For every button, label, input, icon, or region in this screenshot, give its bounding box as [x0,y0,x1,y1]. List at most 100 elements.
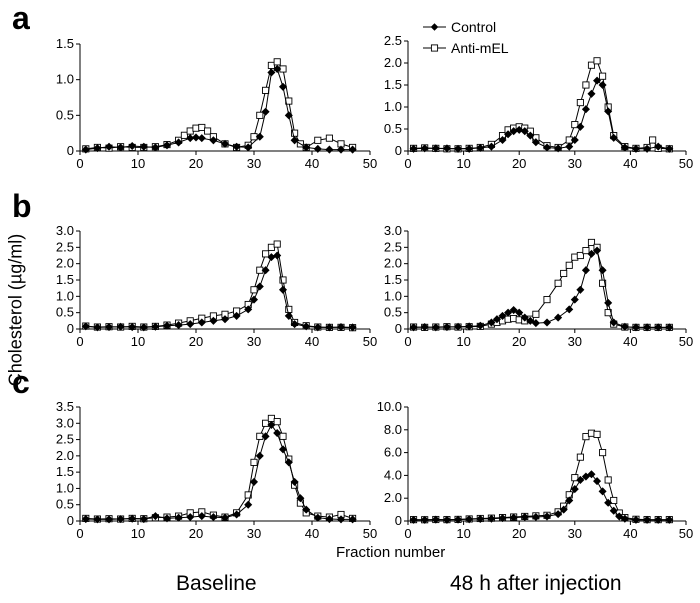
data-point-anti-mel-c-48h [576,453,584,461]
data-point-control-c-48h [620,514,629,523]
data-point-control-b-48h [587,249,596,258]
data-point-control-a-48h [581,105,590,114]
data-point-control-b-baseline [174,321,183,330]
data-point-control-b-48h [476,321,485,330]
data-point-anti-mel-a-48h [582,81,590,89]
series-line-anti-mel-b-48h [413,241,670,328]
y-tick-label-b-48h: 0.5 [384,305,402,320]
data-point-control-b-48h [581,266,590,275]
y-tick-label-b-48h: 2.0 [384,256,402,271]
y-tick-label-b-48h: 2.5 [384,239,402,254]
data-point-control-c-baseline [273,429,282,438]
data-point-control-b-baseline [151,322,160,331]
data-point-control-a-48h [531,138,540,147]
data-point-control-c-baseline [278,445,288,454]
data-point-control-b-48h [598,266,607,275]
legend-label-anti-mel: Anti-mEL [451,40,509,56]
data-point-control-b-baseline [244,305,253,314]
y-tick-label-c-baseline: 3.5 [56,399,74,414]
data-point-anti-mel-a-48h [599,72,607,80]
data-point-control-c-48h [559,505,568,514]
data-point-control-c-baseline [336,515,346,524]
data-point-control-b-48h [665,323,674,332]
x-tick-label-c-48h: 10 [456,526,470,541]
data-point-control-b-48h [431,323,440,332]
data-point-control-b-baseline [249,295,259,304]
y-tick-label-b-baseline: 2.5 [56,239,74,254]
x-tick-label-a-48h: 30 [568,156,582,171]
data-point-control-b-baseline [232,311,241,320]
data-point-anti-mel-b-48h [582,247,590,255]
data-point-control-c-baseline [261,432,270,441]
data-point-control-b-48h [609,318,618,327]
data-point-control-b-48h [542,318,552,327]
data-point-anti-mel-c-48h [571,474,579,482]
x-tick-label-a-48h: 10 [456,156,470,171]
data-point-control-c-48h [598,487,607,496]
x-tick-label-b-baseline: 30 [247,334,261,349]
data-point-anti-mel-a-baseline [204,127,212,135]
y-tick-label-a-48h: 1.5 [384,77,402,92]
data-point-anti-mel-c-48h [610,496,618,505]
y-tick-label-b-baseline: 3.0 [56,223,74,238]
data-point-control-b-48h [654,323,663,332]
x-tick-label-c-48h: 20 [512,526,526,541]
data-point-control-a-baseline [162,141,172,150]
data-point-control-a-48h [604,107,613,116]
x-tick-label-b-48h: 10 [456,334,470,349]
y-tick-label-c-48h: 4.0 [384,467,402,482]
data-point-control-a-baseline [93,144,102,153]
data-point-anti-mel-a-48h [576,99,584,107]
data-point-control-a-baseline [302,143,311,152]
data-point-control-a-baseline [273,64,282,73]
data-point-anti-mel-b-48h [560,269,568,278]
y-tick-label-b-baseline: 2.0 [56,256,74,271]
data-point-control-c-baseline [162,514,172,523]
data-point-control-b-48h [531,319,540,328]
y-tick-label-c-baseline: 0.5 [56,497,74,512]
data-point-control-b-baseline [313,323,322,332]
data-point-anti-mel-c-baseline [244,491,252,499]
x-tick-label-b-48h: 50 [679,334,693,349]
data-point-control-c-48h [531,512,540,522]
x-tick-label-c-baseline: 0 [76,526,83,541]
data-point-control-a-48h [609,133,618,142]
data-point-control-c-48h [487,514,496,523]
data-point-control-c-48h [520,512,529,522]
panel-letter-b: b [12,188,32,224]
x-axis-label: Fraction number [336,544,446,561]
data-point-control-b-baseline [336,323,346,332]
data-point-control-a-48h [487,142,496,151]
data-point-control-c-48h [609,506,618,515]
data-point-control-a-baseline [174,138,183,147]
data-point-control-b-48h [631,323,640,332]
data-point-control-c-48h [454,515,463,524]
data-point-control-c-48h [554,510,563,519]
data-point-control-b-48h [554,313,563,322]
data-point-anti-mel-b-48h [587,238,596,246]
data-point-control-a-baseline [284,111,293,120]
y-tick-label-c-baseline: 1.5 [56,464,74,479]
x-tick-label-a-baseline: 20 [189,156,203,171]
y-tick-label-a-48h: 0 [395,143,402,158]
data-point-anti-mel-c-48h [593,430,601,438]
data-point-control-a-48h [576,122,585,131]
data-point-control-a-baseline [278,82,288,91]
data-point-control-c-48h [431,515,440,524]
data-point-anti-mel-a-baseline [180,131,188,139]
data-point-anti-mel-c-baseline [279,432,287,440]
data-point-anti-mel-a-48h [587,61,596,69]
data-point-control-a-48h [570,135,579,145]
x-tick-label-c-baseline: 50 [363,526,377,541]
data-point-control-a-baseline [313,144,322,153]
data-point-control-c-baseline [267,420,276,429]
data-point-control-c-baseline [139,515,148,524]
data-point-control-b-48h [465,322,474,331]
x-tick-label-a-baseline: 30 [247,156,261,171]
data-point-control-c-baseline [174,513,183,522]
data-point-control-c-baseline [93,515,102,524]
y-tick-label-b-48h: 0 [395,321,402,336]
data-point-control-b-48h [593,246,602,255]
data-point-control-b-48h [520,313,529,322]
data-point-control-c-48h [593,477,602,486]
